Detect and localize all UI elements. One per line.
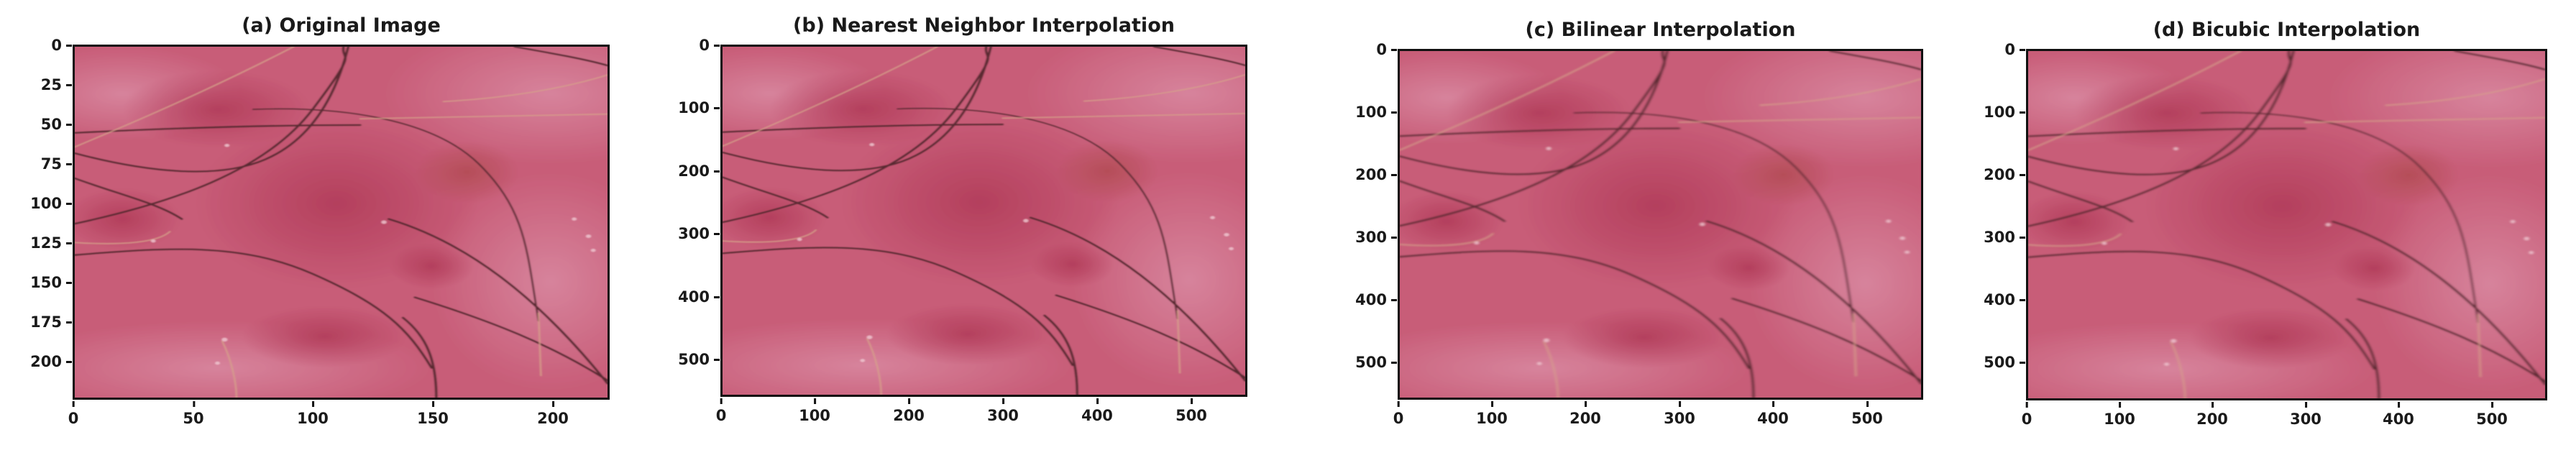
y-tick-label: 100 [1355, 104, 1397, 121]
y-tick-label: 400 [1355, 291, 1397, 308]
y-tick-label: 500 [1355, 354, 1397, 371]
y-tick-label: 500 [678, 351, 720, 368]
y-tick-label: 100 [30, 195, 72, 212]
x-tick-label: 500 [1175, 398, 1207, 424]
y-tick-label: 300 [1355, 229, 1397, 246]
skin-lesion-image [75, 47, 608, 398]
image-axes [73, 45, 610, 400]
y-tick-label: 125 [30, 234, 72, 252]
y-tick-label: 75 [40, 155, 73, 173]
x-tick-label: 200 [893, 398, 925, 424]
y-tick-label: 50 [40, 116, 73, 133]
image-axes [1398, 49, 1923, 400]
x-tick-label: 200 [1569, 401, 1601, 427]
x-tick-label: 300 [2290, 402, 2321, 428]
x-tick-label: 400 [1757, 401, 1789, 427]
y-tick-label: 200 [1355, 166, 1397, 183]
x-tick-label: 300 [987, 398, 1019, 424]
y-tick-label: 0 [699, 37, 720, 54]
y-tick-label: 400 [1984, 291, 2025, 308]
y-tick-label: 150 [30, 274, 72, 291]
x-tick-label: 0 [1393, 401, 1404, 427]
y-tick-label: 0 [51, 37, 72, 54]
skin-lesion-image [1400, 51, 1921, 398]
y-tick-label: 500 [1984, 354, 2025, 371]
x-tick-label: 100 [799, 398, 830, 424]
x-tick-label: 400 [2383, 402, 2414, 428]
x-tick-label: 500 [2476, 402, 2508, 428]
panel-title: (b) Nearest Neighbor Interpolation [793, 14, 1175, 37]
x-tick-label: 100 [2104, 402, 2135, 428]
x-tick-label: 200 [537, 401, 569, 427]
skin-lesion-image [723, 47, 1245, 395]
panel-a: (a) Original Image 0 25 50 75 100 125 15… [30, 14, 610, 427]
x-tick-label: 150 [417, 401, 449, 427]
panel-title: (a) Original Image [242, 14, 441, 37]
image-axes [2026, 49, 2547, 400]
y-tick-label: 175 [30, 313, 72, 331]
x-tick-label: 0 [68, 401, 79, 427]
panel-c: (c) Bilinear Interpolation 0 100 200 300… [1355, 19, 1923, 427]
y-tick-label: 25 [40, 76, 73, 93]
y-tick-label: 0 [2004, 41, 2025, 58]
panel-b: (b) Nearest Neighbor Interpolation 0 100… [678, 14, 1247, 424]
x-tick-label: 0 [715, 398, 727, 424]
panel-title: (d) Bicubic Interpolation [2153, 19, 2421, 41]
x-tick-label: 400 [1081, 398, 1113, 424]
y-tick-label: 100 [1984, 104, 2025, 121]
x-tick-label: 300 [1664, 401, 1695, 427]
x-tick-label: 200 [2196, 402, 2228, 428]
y-tick-label: 300 [678, 225, 720, 242]
y-tick-label: 0 [1376, 41, 1397, 58]
x-tick-label: 500 [1851, 401, 1883, 427]
panel-d: (d) Bicubic Interpolation 0 100 200 300 … [1984, 19, 2547, 428]
x-tick-label: 100 [297, 401, 329, 427]
x-tick-label: 50 [183, 401, 204, 427]
y-tick-label: 400 [678, 288, 720, 306]
y-tick-label: 200 [30, 353, 72, 370]
y-tick-label: 300 [1984, 229, 2025, 246]
skin-lesion-image [2028, 51, 2545, 398]
y-tick-label: 100 [678, 99, 720, 116]
x-tick-label: 0 [2021, 402, 2032, 428]
y-tick-label: 200 [678, 162, 720, 180]
image-axes [720, 45, 1247, 397]
y-tick-label: 200 [1984, 166, 2025, 183]
x-tick-label: 100 [1476, 401, 1508, 427]
panel-title: (c) Bilinear Interpolation [1525, 19, 1796, 41]
